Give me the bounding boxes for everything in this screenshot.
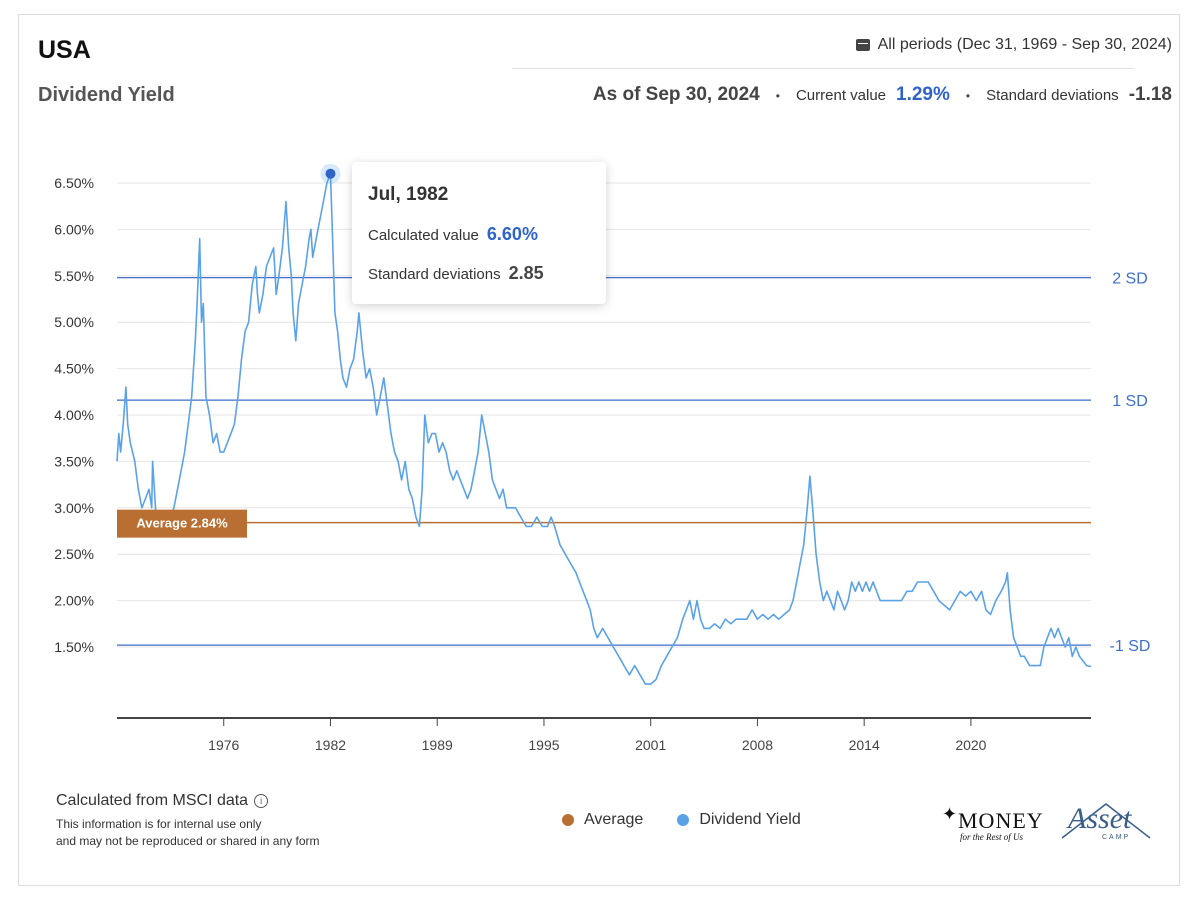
y-tick-label: 2.00% [54,593,94,609]
country-title: USA [38,36,91,64]
x-tick-label: 1995 [528,737,559,753]
disclaimer: This information is for internal use onl… [56,816,319,850]
tooltip-sd-value: 2.85 [508,263,544,283]
disclaimer-line-2: and may not be reproduced or shared in a… [56,834,320,848]
y-tick-label: 3.50% [54,453,94,469]
y-tick-label: 4.50% [54,361,94,377]
sd-line-label: 1 SD [1112,393,1148,410]
y-tick-label: 5.00% [54,314,94,330]
summary-row: As of Sep 30, 2024 • Current value 1.29%… [593,84,1172,106]
x-tick-label: 1989 [422,737,453,753]
x-tick-label: 1976 [208,737,239,753]
y-tick-label: 2.50% [54,546,94,562]
metric-title: Dividend Yield [38,84,175,106]
y-tick-label: 4.00% [54,407,94,423]
period-selector[interactable]: All periods (Dec 31, 1969 - Sep 30, 2024… [855,36,1172,54]
tooltip-sd-row: Standard deviations 2.85 [368,263,590,284]
asset-camp-text: Asset [1068,802,1132,835]
y-tick-label: 6.00% [54,221,94,237]
legend-average-swatch [562,814,574,826]
money-logo-mark-icon: ✦ [942,804,958,824]
legend-series-swatch [677,814,690,826]
sd-value: -1.18 [1128,84,1172,105]
highlight-point [325,168,336,179]
bullet-separator: • [965,89,971,103]
asset-camp-tent-icon [1061,803,1151,839]
as-of-date: As of Sep 30, 2024 [592,84,760,105]
x-tick-label: 1982 [315,737,346,753]
y-tick-label: 6.50% [54,175,94,191]
chart-card [18,14,1180,886]
tooltip-calc-row: Calculated value 6.60% [368,224,590,245]
header-divider [512,68,1134,69]
sd-label: Standard deviations [986,87,1119,104]
legend-item-average[interactable]: Average [562,811,643,829]
chart-tooltip: Jul, 1982 Calculated value 6.60% Standar… [352,162,606,304]
legend-average-label: Average [584,811,644,828]
chart-legend: Average Dividend Yield [562,811,801,829]
tooltip-sd-label: Standard deviations [368,266,501,283]
info-icon[interactable]: i [254,794,269,808]
x-tick-label: 2020 [955,737,986,753]
legend-item-dividend-yield[interactable]: Dividend Yield [677,811,801,829]
dividend-yield-series-line [116,172,1092,685]
current-value: 1.29% [896,84,950,105]
disclaimer-line-1: This information is for internal use onl… [56,817,262,831]
money-logo-text: MONEY [958,808,1044,833]
legend-series-label: Dividend Yield [699,811,801,828]
y-tick-label: 1.50% [54,639,94,655]
tooltip-calc-label: Calculated value [368,227,479,244]
average-label-box [117,509,247,538]
period-label: All periods (Dec 31, 1969 - Sep 30, 2024… [877,36,1172,53]
tooltip-calc-value: 6.60% [486,224,538,244]
y-tick-label: 3.00% [54,500,94,516]
asset-camp-logo: Asset CAMP [1058,800,1154,844]
calendar-icon [855,39,870,51]
average-label-text: Average 2.84% [136,516,228,531]
asset-camp-tagline: CAMP [1102,834,1131,841]
y-tick-label: 5.50% [54,268,94,284]
sd-line-label: 2 SD [1112,271,1148,288]
current-value-label: Current value [795,87,887,104]
x-tick-label: 2008 [742,737,773,753]
source-line: Calculated from MSCI data i [56,792,269,810]
source-text: Calculated from MSCI data [56,792,249,809]
bullet-separator: • [775,89,780,103]
money-logo: ✦ MONEY for the Rest of Us [942,802,1044,844]
x-tick-label: 2001 [635,737,666,753]
tooltip-date: Jul, 1982 [368,184,449,205]
money-logo-tagline: for the Rest of Us [960,832,1023,842]
sd-line-label: -1 SD [1110,638,1151,655]
x-tick-label: 2014 [849,737,880,753]
